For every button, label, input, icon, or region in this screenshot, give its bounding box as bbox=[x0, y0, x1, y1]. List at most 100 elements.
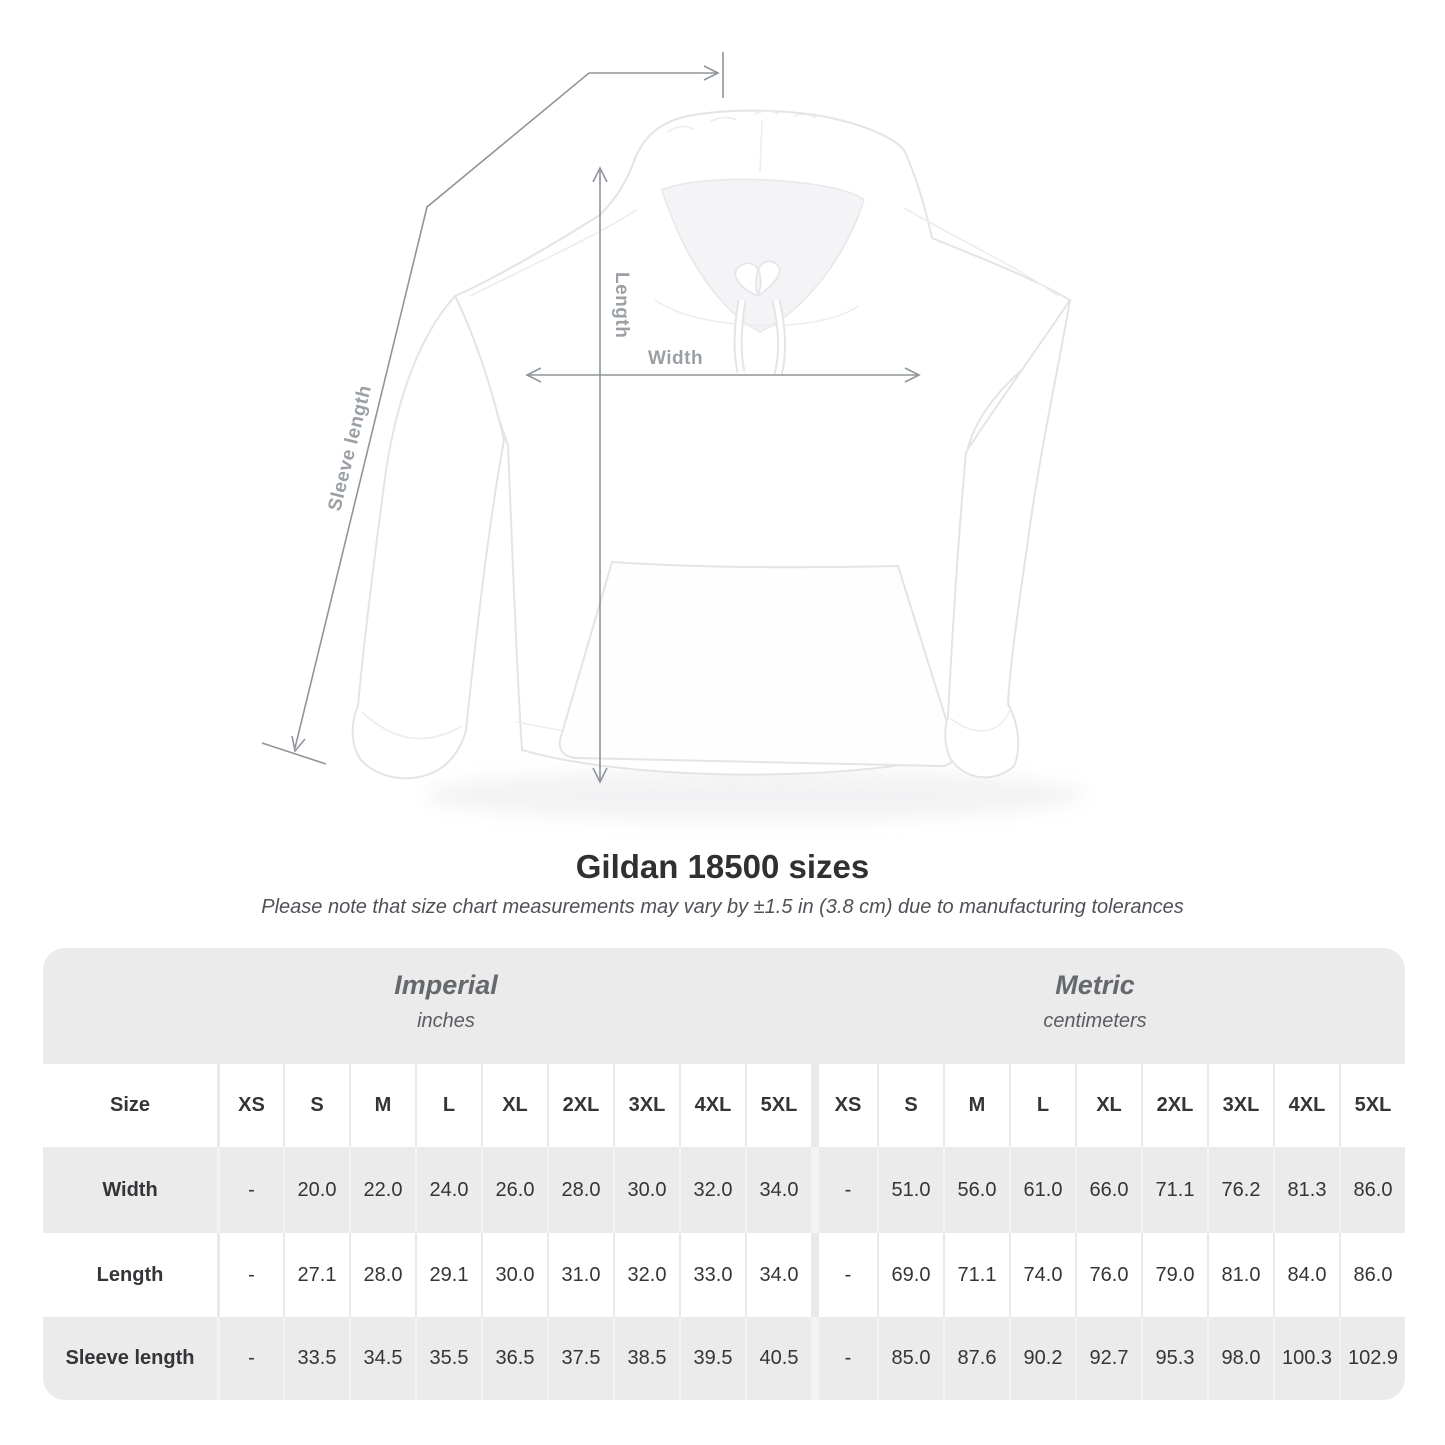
width-label: Width bbox=[648, 348, 703, 369]
metric-value-cell: 61.0 bbox=[1009, 1147, 1075, 1233]
unit-group-metric: Metric centimeters bbox=[1043, 970, 1146, 1033]
table-row: Sleeve length -33.5 34.5 35.5 36.5 37.5 38.5 39… bbox=[43, 1317, 1405, 1400]
imperial-value-cell: 24.0 bbox=[415, 1147, 481, 1233]
size-table-rows: Size XS S M L XL 2XL 3XL 4XL 5XL XS S M L XL 2XL 3XL 4XL 5… bbox=[43, 1064, 1405, 1400]
sleeve-length-line bbox=[294, 72, 716, 749]
metric-value-cell: 66.0 bbox=[1075, 1147, 1141, 1233]
imperial-size-header: 2XL bbox=[547, 1064, 613, 1147]
imperial-value-cell: 29.1 bbox=[415, 1233, 481, 1317]
metric-size-header: 5XL bbox=[1339, 1064, 1405, 1147]
imperial-value-cell: 30.0 bbox=[481, 1233, 547, 1317]
imperial-size-header: 4XL bbox=[679, 1064, 745, 1147]
imperial-value-cell: 34.5 bbox=[349, 1317, 415, 1400]
metric-label: Metric bbox=[1055, 970, 1135, 1000]
metric-unit-label: centimeters bbox=[1043, 1010, 1147, 1032]
hood-scrunch bbox=[667, 110, 817, 133]
imperial-value-cell: 36.5 bbox=[481, 1317, 547, 1400]
imperial-value-cell: 26.0 bbox=[481, 1147, 547, 1233]
imperial-value-cell: - bbox=[217, 1317, 283, 1400]
hoodie-shadow bbox=[425, 769, 1085, 821]
hoodie-figure: Length Width Sleeve length bbox=[261, 52, 1085, 821]
metric-value-cell: 86.0 bbox=[1339, 1233, 1405, 1317]
metric-value-cell: 76.2 bbox=[1207, 1147, 1273, 1233]
metric-value-cell: 71.1 bbox=[1141, 1147, 1207, 1233]
width-arrowhead-right bbox=[904, 367, 921, 383]
metric-size-header: 4XL bbox=[1273, 1064, 1339, 1147]
imperial-size-header: XS bbox=[217, 1064, 283, 1147]
imperial-value-cell: - bbox=[217, 1233, 283, 1317]
imperial-value-cell: 34.0 bbox=[745, 1233, 811, 1317]
table-row: Width -20.0 22.0 24.0 26.0 28.0 30.0 32.0 34.0-5… bbox=[43, 1147, 1405, 1233]
imperial-value-cell: 30.0 bbox=[613, 1147, 679, 1233]
imperial-label: Imperial bbox=[394, 970, 498, 1000]
length-label: Length bbox=[611, 272, 632, 338]
hood-opening bbox=[661, 178, 865, 333]
kangaroo-pocket bbox=[558, 560, 957, 768]
metric-value-cell: - bbox=[811, 1233, 877, 1317]
left-sleeve bbox=[351, 294, 506, 780]
left-drawstring-core bbox=[735, 299, 745, 373]
metric-value-cell: 81.0 bbox=[1207, 1233, 1273, 1317]
imperial-size-header: 5XL bbox=[745, 1064, 811, 1147]
imperial-value-cell: 40.5 bbox=[745, 1317, 811, 1400]
metric-value-cell: 102.9 bbox=[1339, 1317, 1405, 1400]
row-label: Sleeve length bbox=[43, 1317, 217, 1400]
right-shoulder-seam bbox=[903, 207, 1059, 297]
imperial-value-cell: - bbox=[217, 1147, 283, 1233]
neckline-seam bbox=[654, 299, 859, 327]
size-header-row: Size XS S M L XL 2XL 3XL 4XL 5XL XS S M L XL 2XL 3XL 4XL 5… bbox=[43, 1064, 1405, 1147]
imperial-value-cell: 28.0 bbox=[349, 1233, 415, 1317]
metric-value-cell: 81.3 bbox=[1273, 1147, 1339, 1233]
metric-value-cell: 85.0 bbox=[877, 1317, 943, 1400]
left-cuff-seam bbox=[361, 711, 463, 740]
size-chart-title: Gildan 18500 sizes bbox=[575, 848, 870, 885]
imperial-value-cell: 27.1 bbox=[283, 1233, 349, 1317]
metric-value-cell: 98.0 bbox=[1207, 1317, 1273, 1400]
metric-size-header: XL bbox=[1075, 1064, 1141, 1147]
metric-size-header: M bbox=[943, 1064, 1009, 1147]
drawstring-bow bbox=[734, 260, 781, 298]
metric-size-header: S bbox=[877, 1064, 943, 1147]
row-label: Width bbox=[43, 1147, 217, 1233]
size-column-header: Size bbox=[43, 1064, 217, 1147]
metric-value-cell: 92.7 bbox=[1075, 1317, 1141, 1400]
unit-group-band: Imperial inches Metric centimeters bbox=[43, 948, 1405, 1064]
imperial-value-cell: 34.0 bbox=[745, 1147, 811, 1233]
imperial-value-cell: 35.5 bbox=[415, 1317, 481, 1400]
imperial-value-cell: 37.5 bbox=[547, 1317, 613, 1400]
metric-value-cell: 76.0 bbox=[1075, 1233, 1141, 1317]
metric-value-cell: 79.0 bbox=[1141, 1233, 1207, 1317]
size-table: Imperial inches Metric centimeters Size X… bbox=[43, 948, 1405, 1400]
left-shoulder-seam bbox=[469, 209, 637, 297]
width-arrowhead-left bbox=[525, 367, 542, 383]
metric-size-header: L bbox=[1009, 1064, 1075, 1147]
tolerance-note: Please note that size chart measurements… bbox=[261, 896, 1184, 918]
hood-center-seam bbox=[759, 119, 763, 173]
metric-value-cell: 84.0 bbox=[1273, 1233, 1339, 1317]
imperial-size-header: XL bbox=[481, 1064, 547, 1147]
right-sleeve bbox=[944, 299, 1071, 779]
imperial-value-cell: 32.0 bbox=[679, 1147, 745, 1233]
imperial-size-header: L bbox=[415, 1064, 481, 1147]
right-cuff-seam bbox=[949, 709, 1011, 732]
sleeve-length-arrowhead-top bbox=[703, 65, 720, 81]
length-arrowhead-top bbox=[592, 166, 608, 183]
imperial-value-cell: 32.0 bbox=[613, 1233, 679, 1317]
metric-value-cell: 95.3 bbox=[1141, 1317, 1207, 1400]
metric-size-header: XS bbox=[811, 1064, 877, 1147]
metric-size-header: 3XL bbox=[1207, 1064, 1273, 1147]
imperial-value-cell: 28.0 bbox=[547, 1147, 613, 1233]
length-arrowhead-bottom bbox=[592, 767, 608, 784]
imperial-value-cell: 33.0 bbox=[679, 1233, 745, 1317]
imperial-value-cell: 33.5 bbox=[283, 1317, 349, 1400]
imperial-value-cell: 39.5 bbox=[679, 1317, 745, 1400]
right-drawstring-core bbox=[773, 299, 785, 376]
unit-group-imperial: Imperial inches bbox=[394, 970, 498, 1033]
metric-value-cell: 90.2 bbox=[1009, 1317, 1075, 1400]
imperial-unit-label: inches bbox=[417, 1010, 475, 1032]
metric-value-cell: - bbox=[811, 1147, 877, 1233]
imperial-size-header: S bbox=[283, 1064, 349, 1147]
imperial-size-header: 3XL bbox=[613, 1064, 679, 1147]
metric-value-cell: 74.0 bbox=[1009, 1233, 1075, 1317]
